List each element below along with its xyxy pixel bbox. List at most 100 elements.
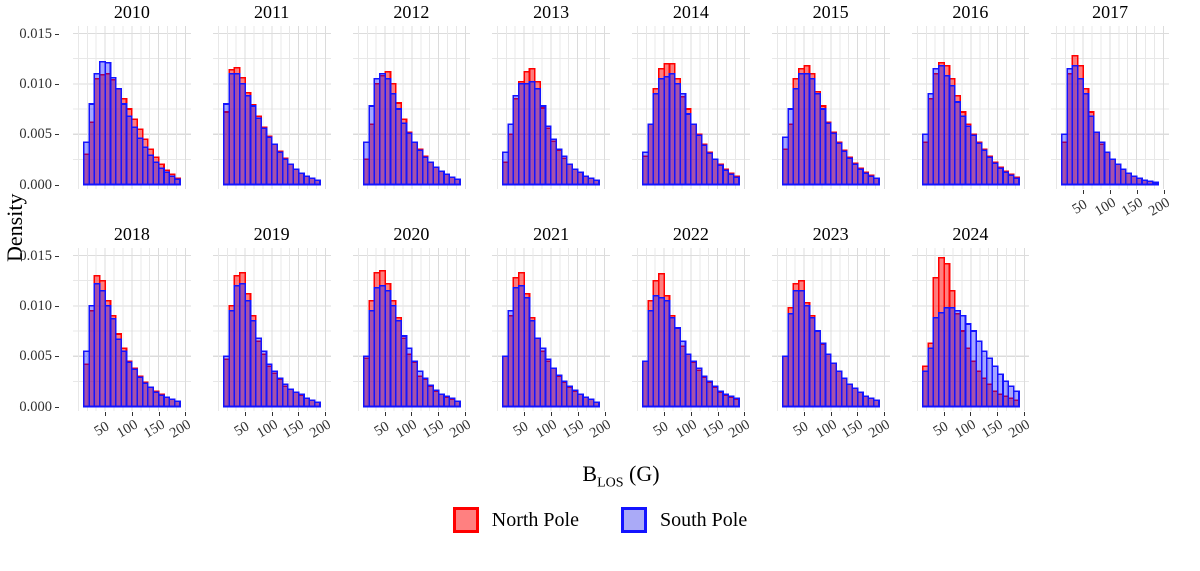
north-pole-swatch-icon <box>452 507 479 533</box>
facet-2016: 2016 <box>901 0 1041 189</box>
facet-panel-2017 <box>1051 26 1169 189</box>
panel-wrap <box>621 248 761 411</box>
facet-title-2015: 2015 <box>812 2 849 22</box>
y-tick-label: 0.005 <box>19 126 52 143</box>
x-tick-label: 50 <box>231 418 253 440</box>
x-axis: 50 100 150 200 <box>632 411 753 455</box>
x-axis: 50 100 150 200 <box>213 411 334 455</box>
x-tick-label: 200 <box>1005 416 1033 442</box>
x-tick-mark <box>105 412 107 416</box>
x-tick-label: 50 <box>510 418 532 440</box>
x-tick-mark <box>943 412 945 416</box>
panel-wrap <box>202 26 342 189</box>
x-tick-label: 150 <box>559 416 587 442</box>
x-tick-label: 150 <box>280 416 308 442</box>
facet-grid-row2: 0.015 0.010 0.005 0.000 2018 50 100 150 200 2019 5… <box>0 189 1180 455</box>
panel-wrap <box>761 26 901 189</box>
y-tick-mark <box>55 305 59 307</box>
panel-wrap <box>62 248 202 411</box>
panel-wrap <box>481 248 621 411</box>
facet-2022: 2022 50 100 150 200 <box>621 189 761 455</box>
facet-2024: 2024 50 100 150 200 <box>901 189 1041 455</box>
facet-title-2020: 2020 <box>393 224 430 244</box>
y-axis: 0.015 0.010 0.005 0.000 <box>0 247 62 415</box>
y-tick-mark <box>55 356 59 358</box>
y-tick-label: 0.010 <box>19 75 52 92</box>
x-axis-title-base: B <box>582 461 598 486</box>
x-tick-mark <box>970 412 972 416</box>
panel-wrap <box>62 26 202 189</box>
x-tick-label: 150 <box>140 416 168 442</box>
y-tick-mark <box>55 83 59 85</box>
x-axis: 50 100 150 200 <box>353 411 474 455</box>
x-axis: 50 100 150 200 <box>772 411 893 455</box>
x-tick-label: 50 <box>930 418 951 440</box>
y-tick-mark <box>55 134 59 136</box>
facet-2017: 2017 50 100 150 200 <box>1040 0 1180 220</box>
x-tick-mark <box>690 412 692 416</box>
x-tick-label: 50 <box>371 418 392 440</box>
facet-panel-2010 <box>73 26 191 189</box>
facet-2015: 2015 <box>761 0 901 189</box>
x-tick-label: 200 <box>586 416 614 442</box>
facet-title-2016: 2016 <box>952 2 989 22</box>
x-tick-mark <box>411 412 413 416</box>
legend-label-north: North Pole <box>491 508 579 531</box>
facet-panel-2016 <box>911 26 1030 189</box>
x-tick-label: 100 <box>952 416 980 442</box>
panel-wrap <box>481 26 621 189</box>
x-tick-label: 200 <box>866 416 893 442</box>
facet-panel-2023 <box>771 248 890 411</box>
x-tick-mark <box>131 412 133 416</box>
x-tick-label: 150 <box>839 416 867 442</box>
panel-wrap <box>342 26 482 189</box>
y-tick-label: 0.000 <box>19 398 52 415</box>
x-tick-mark <box>577 412 579 416</box>
y-tick-label: 0.000 <box>19 176 52 193</box>
x-tick-label: 50 <box>650 418 672 440</box>
x-tick-mark <box>271 412 273 416</box>
y-tick-mark <box>55 33 59 35</box>
x-tick-mark <box>244 412 246 416</box>
facet-grid-row1: 0.015 0.010 0.005 0.000 2010 2011 2012 2013 2014… <box>0 0 1180 220</box>
x-tick-mark <box>884 412 886 416</box>
y-tick-label: 0.005 <box>19 348 52 365</box>
x-tick-label: 50 <box>91 418 113 440</box>
x-tick-mark <box>1136 190 1138 194</box>
legend: North Pole South Pole <box>0 507 1200 533</box>
facet-2021: 2021 50 100 150 200 <box>481 189 621 455</box>
panel-wrap <box>1040 26 1180 189</box>
x-tick-mark <box>830 412 832 416</box>
x-tick-label: 100 <box>533 416 560 442</box>
facet-panel-2019 <box>212 248 331 411</box>
facet-panel-2024 <box>911 248 1030 411</box>
facet-panel-2014 <box>632 26 750 189</box>
x-tick-mark <box>1163 190 1165 194</box>
facet-panel-2018 <box>73 248 191 411</box>
x-tick-label: 200 <box>167 416 195 442</box>
facet-title-2017: 2017 <box>1092 2 1129 22</box>
south-pole-swatch-icon <box>620 507 647 533</box>
x-tick-label: 100 <box>393 416 421 442</box>
facet-2019: 2019 50 100 150 200 <box>202 189 342 455</box>
y-tick-label: 0.015 <box>19 25 52 42</box>
panel-wrap <box>761 248 901 411</box>
panel-wrap <box>901 26 1041 189</box>
x-tick-mark <box>604 412 606 416</box>
y-axis: 0.015 0.010 0.005 0.000 <box>0 25 62 193</box>
x-tick-mark <box>1083 190 1085 194</box>
x-tick-mark <box>857 412 859 416</box>
x-tick-mark <box>803 412 805 416</box>
facet-title-2014: 2014 <box>672 2 709 22</box>
facet-title-2012: 2012 <box>393 2 430 22</box>
facet-2012: 2012 <box>342 0 482 189</box>
panel-wrap <box>202 248 342 411</box>
y-tick-label: 0.015 <box>19 247 52 264</box>
x-tick-label: 200 <box>446 416 474 442</box>
legend-label-south: South Pole <box>659 508 748 531</box>
x-tick-mark <box>384 412 386 416</box>
x-tick-mark <box>664 412 666 416</box>
facet-panel-2021 <box>492 248 610 411</box>
facet-2011: 2011 <box>202 0 342 189</box>
x-tick-mark <box>551 412 553 416</box>
